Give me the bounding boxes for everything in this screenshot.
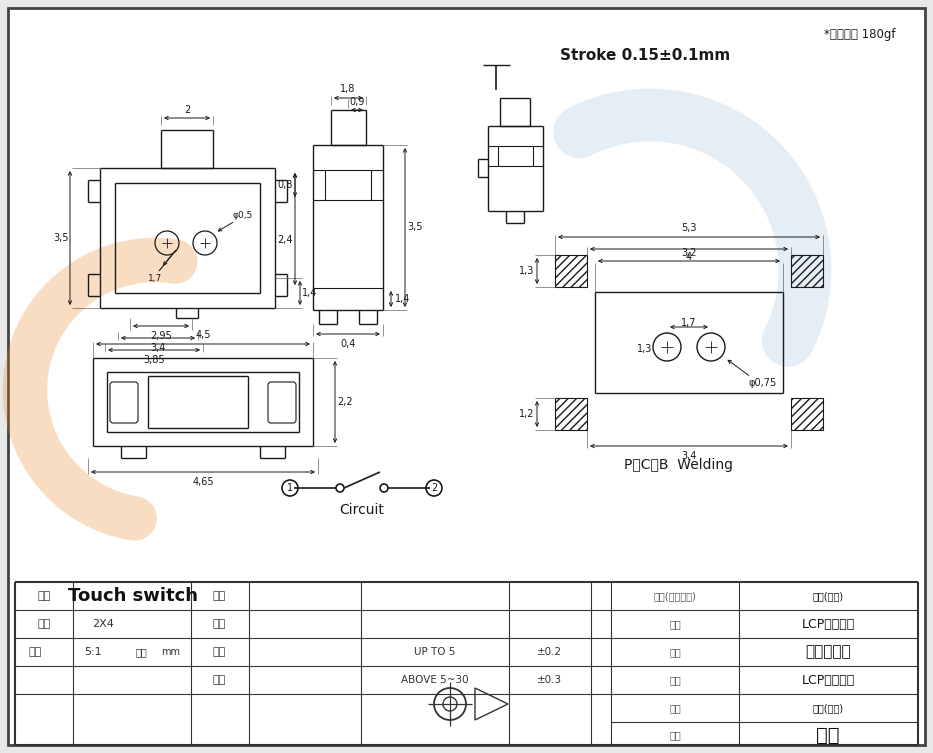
Text: 黄铜(镨銀): 黄铜(镨銀)	[813, 703, 843, 713]
Bar	[791, 398, 823, 430]
Text: 名称: 名称	[37, 591, 50, 601]
Text: 审核: 审核	[213, 647, 226, 657]
Text: P．C．B  Welding: P．C．B Welding	[624, 458, 733, 472]
Text: Touch switch: Touch switch	[68, 587, 198, 605]
Text: 1,8: 1,8	[341, 84, 355, 94]
Text: ±0.2: ±0.2	[537, 647, 563, 657]
Text: Circuit: Circuit	[340, 503, 384, 517]
Text: Stroke 0.15±0.1mm: Stroke 0.15±0.1mm	[560, 47, 731, 62]
Text: 制造: 制造	[213, 619, 226, 629]
Text: 4,65: 4,65	[192, 477, 214, 487]
Text: 2: 2	[184, 105, 190, 115]
Text: 比例: 比例	[28, 647, 42, 657]
Text: 1,3: 1,3	[520, 266, 535, 276]
Text: 1,4: 1,4	[302, 288, 318, 298]
Text: 基座: 基座	[669, 619, 681, 629]
Text: 盖子: 盖子	[669, 703, 681, 713]
Text: UP TO 5: UP TO 5	[414, 647, 455, 657]
Text: 5:1: 5:1	[84, 647, 102, 657]
Text: 设计: 设计	[213, 591, 226, 601]
Text: 弹片: 弹片	[669, 647, 681, 657]
Text: 1: 1	[287, 483, 293, 493]
Bar	[791, 255, 823, 287]
Text: 2,4: 2,4	[277, 235, 293, 245]
Text: 2,2: 2,2	[337, 397, 353, 407]
Text: 单位: 单位	[135, 647, 146, 657]
Text: 1,7: 1,7	[681, 318, 697, 328]
Bar	[555, 255, 587, 287]
Bar	[555, 398, 587, 430]
Text: φ0,5: φ0,5	[233, 211, 253, 220]
Text: 2,95: 2,95	[150, 331, 172, 341]
Text: 2: 2	[431, 483, 438, 493]
Text: 3,5: 3,5	[407, 222, 423, 232]
Text: 0,4: 0,4	[341, 339, 355, 349]
Text: 4: 4	[686, 252, 692, 262]
Text: 5,3: 5,3	[681, 223, 697, 233]
Text: 型号: 型号	[37, 619, 50, 629]
Text: 零件: 零件	[669, 730, 681, 740]
Text: mm: mm	[161, 647, 180, 657]
Text: 4,5: 4,5	[195, 330, 211, 340]
Text: ABOVE 5~30: ABOVE 5~30	[401, 675, 468, 685]
Text: 3,4: 3,4	[681, 451, 697, 461]
Text: 推柄: 推柄	[669, 675, 681, 685]
Text: ±0.3: ±0.3	[537, 675, 563, 685]
Text: 3,4: 3,4	[150, 343, 166, 353]
Text: 3,85: 3,85	[143, 355, 165, 365]
Text: 2X4: 2X4	[92, 619, 114, 629]
Text: 1,3: 1,3	[637, 344, 653, 354]
Text: *操作力： 180gf: *操作力： 180gf	[824, 28, 895, 41]
Text: LCP（白色）: LCP（白色）	[801, 617, 855, 630]
Text: 日期: 日期	[213, 675, 226, 685]
Text: LCP（黑色）: LCP（黑色）	[801, 673, 855, 687]
Text: 1,2: 1,2	[520, 409, 535, 419]
Text: 0,9: 0,9	[349, 97, 365, 107]
Text: 1,4: 1,4	[396, 294, 411, 304]
Text: 3,2: 3,2	[681, 248, 697, 258]
Text: 材料: 材料	[816, 725, 840, 745]
Text: 端子(注塑部件): 端子(注塑部件)	[653, 591, 696, 601]
Text: φ0,75: φ0,75	[749, 378, 777, 388]
Text: 1,7: 1,7	[147, 273, 162, 282]
Text: 3,5: 3,5	[53, 233, 69, 243]
Text: 0,8: 0,8	[277, 180, 293, 190]
Text: 黄铜(镨銀): 黄铜(镨銀)	[813, 591, 843, 601]
Text: 不锈锤复銀: 不锈锤复銀	[805, 645, 851, 660]
